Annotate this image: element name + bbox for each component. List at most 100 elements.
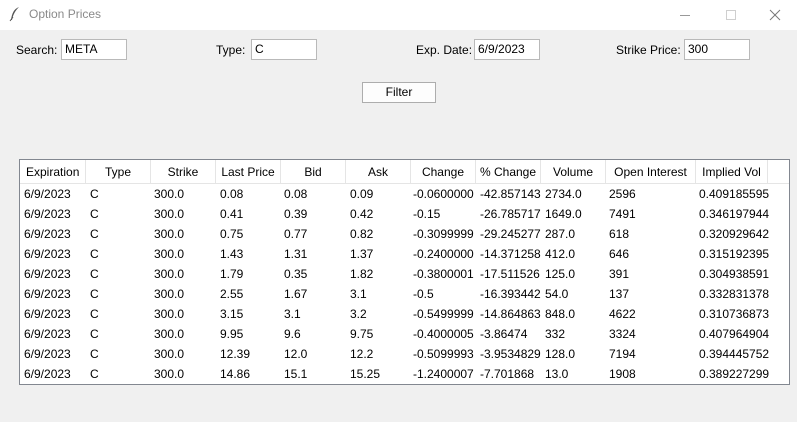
- table-row[interactable]: 6/9/2023 C 300.0 0.08 0.08 0.09 -0.0600000 -42.…: [20, 184, 789, 204]
- exp-date-label: Exp. Date:: [416, 43, 473, 57]
- table-row[interactable]: 6/9/2023 C 300.0 9.95 9.6 9.75 -0.4000005 -3.86…: [20, 324, 789, 344]
- cell-change: -0.3099999: [413, 227, 474, 241]
- cell-implied-vol: 0.332831378: [699, 287, 770, 301]
- cell-ask: 1.82: [350, 267, 374, 281]
- maximize-button[interactable]: [708, 0, 754, 30]
- cell-expiration: 6/9/2023: [24, 227, 71, 241]
- table-row[interactable]: 6/9/2023 C 300.0 2.55 1.67 3.1 -0.5 -16.393442 5…: [20, 284, 789, 304]
- cell-open-interest: 3324: [609, 327, 636, 341]
- cell-expiration: 6/9/2023: [24, 287, 71, 301]
- cell-expiration: 6/9/2023: [24, 247, 71, 261]
- cell-open-interest: 7194: [609, 347, 636, 361]
- cell-implied-vol: 0.315192395: [699, 247, 770, 261]
- column-header-strike[interactable]: Strike: [151, 160, 216, 184]
- cell-pct-change: -29.245277: [480, 227, 541, 241]
- close-button[interactable]: [752, 0, 797, 30]
- cell-ask: 0.42: [350, 207, 374, 221]
- cell-expiration: 6/9/2023: [24, 347, 71, 361]
- column-header-open-interest[interactable]: Open Interest: [606, 160, 696, 184]
- search-input[interactable]: META: [61, 39, 127, 60]
- cell-pct-change: -7.701868: [480, 367, 535, 381]
- table-row[interactable]: 6/9/2023 C 300.0 12.39 12.0 12.2 -0.5099993 -3.…: [20, 344, 789, 364]
- cell-strike: 300.0: [154, 287, 185, 301]
- cell-last-price: 2.55: [220, 287, 244, 301]
- cell-pct-change: -14.864863: [480, 307, 541, 321]
- cell-type: C: [90, 187, 99, 201]
- column-header-volume[interactable]: Volume: [541, 160, 606, 184]
- cell-strike: 300.0: [154, 347, 185, 361]
- cell-bid: 0.08: [284, 187, 308, 201]
- cell-volume: 848.0: [545, 307, 576, 321]
- cell-open-interest: 137: [609, 287, 630, 301]
- table-row[interactable]: 6/9/2023 C 300.0 0.41 0.39 0.42 -0.15 -26.78571…: [20, 204, 789, 224]
- type-input[interactable]: C: [251, 39, 317, 60]
- cell-strike: 300.0: [154, 327, 185, 341]
- cell-bid: 1.67: [284, 287, 308, 301]
- type-label: Type:: [216, 43, 246, 57]
- cell-volume: 1649.0: [545, 207, 582, 221]
- filter-button[interactable]: Filter: [362, 82, 436, 103]
- cell-bid: 3.1: [284, 307, 301, 321]
- cell-strike: 300.0: [154, 247, 185, 261]
- cell-change: -0.5099993: [413, 347, 474, 361]
- cell-open-interest: 7491: [609, 207, 636, 221]
- cell-last-price: 12.39: [220, 347, 251, 361]
- cell-volume: 287.0: [545, 227, 576, 241]
- options-table[interactable]: Expiration Type Strike Last Price Bid As…: [19, 159, 790, 385]
- strike-price-input[interactable]: 300: [684, 39, 750, 60]
- cell-type: C: [90, 267, 99, 281]
- cell-type: C: [90, 227, 99, 241]
- minimize-icon: [680, 15, 690, 16]
- cell-open-interest: 646: [609, 247, 630, 261]
- table-row[interactable]: 6/9/2023 C 300.0 14.86 15.1 15.25 -1.2400007 -7…: [20, 364, 789, 384]
- cell-ask: 12.2: [350, 347, 374, 361]
- cell-type: C: [90, 247, 99, 261]
- column-header-change[interactable]: Change: [411, 160, 476, 184]
- minimize-button[interactable]: [662, 0, 708, 30]
- column-header-ask[interactable]: Ask: [346, 160, 411, 184]
- column-header-expiration[interactable]: Expiration: [20, 160, 86, 184]
- cell-last-price: 14.86: [220, 367, 251, 381]
- table-row[interactable]: 6/9/2023 C 300.0 0.75 0.77 0.82 -0.3099999 -29.…: [20, 224, 789, 244]
- exp-date-input[interactable]: 6/9/2023: [474, 39, 540, 60]
- cell-change: -0.15: [413, 207, 441, 221]
- table-row[interactable]: 6/9/2023 C 300.0 3.15 3.1 3.2 -0.5499999 -14.86…: [20, 304, 789, 324]
- cell-type: C: [90, 367, 99, 381]
- cell-volume: 54.0: [545, 287, 569, 301]
- cell-open-interest: 4622: [609, 307, 636, 321]
- cell-change: -0.3800001: [413, 267, 474, 281]
- cell-implied-vol: 0.389227299: [699, 367, 770, 381]
- cell-implied-vol: 0.394445752: [699, 347, 770, 361]
- cell-strike: 300.0: [154, 367, 185, 381]
- cell-bid: 1.31: [284, 247, 308, 261]
- search-label: Search:: [16, 43, 58, 57]
- window-title: Option Prices: [29, 7, 102, 21]
- cell-bid: 12.0: [284, 347, 308, 361]
- cell-strike: 300.0: [154, 207, 185, 221]
- cell-ask: 0.82: [350, 227, 374, 241]
- cell-pct-change: -17.511526: [480, 267, 540, 281]
- cell-last-price: 9.95: [220, 327, 244, 341]
- column-header-implied-vol[interactable]: Implied Vol: [696, 160, 768, 184]
- cell-change: -0.5499999: [413, 307, 474, 321]
- column-header-pct-change[interactable]: % Change: [476, 160, 541, 184]
- column-header-bid[interactable]: Bid: [281, 160, 346, 184]
- cell-bid: 15.1: [284, 367, 308, 381]
- cell-bid: 0.39: [284, 207, 308, 221]
- column-header-last-price[interactable]: Last Price: [216, 160, 281, 184]
- cell-implied-vol: 0.320929642: [699, 227, 770, 241]
- cell-open-interest: 391: [609, 267, 630, 281]
- column-header-type[interactable]: Type: [86, 160, 151, 184]
- title-bar: Option Prices: [0, 0, 797, 30]
- cell-ask: 3.2: [350, 307, 367, 321]
- cell-open-interest: 618: [609, 227, 630, 241]
- cell-expiration: 6/9/2023: [24, 307, 71, 321]
- cell-expiration: 6/9/2023: [24, 267, 71, 281]
- cell-type: C: [90, 207, 99, 221]
- cell-bid: 9.6: [284, 327, 301, 341]
- cell-ask: 15.25: [350, 367, 381, 381]
- cell-volume: 13.0: [545, 367, 569, 381]
- table-row[interactable]: 6/9/2023 C 300.0 1.43 1.31 1.37 -0.2400000 -14.…: [20, 244, 789, 264]
- table-row[interactable]: 6/9/2023 C 300.0 1.79 0.35 1.82 -0.3800001 -17.…: [20, 264, 789, 284]
- cell-last-price: 0.08: [220, 187, 244, 201]
